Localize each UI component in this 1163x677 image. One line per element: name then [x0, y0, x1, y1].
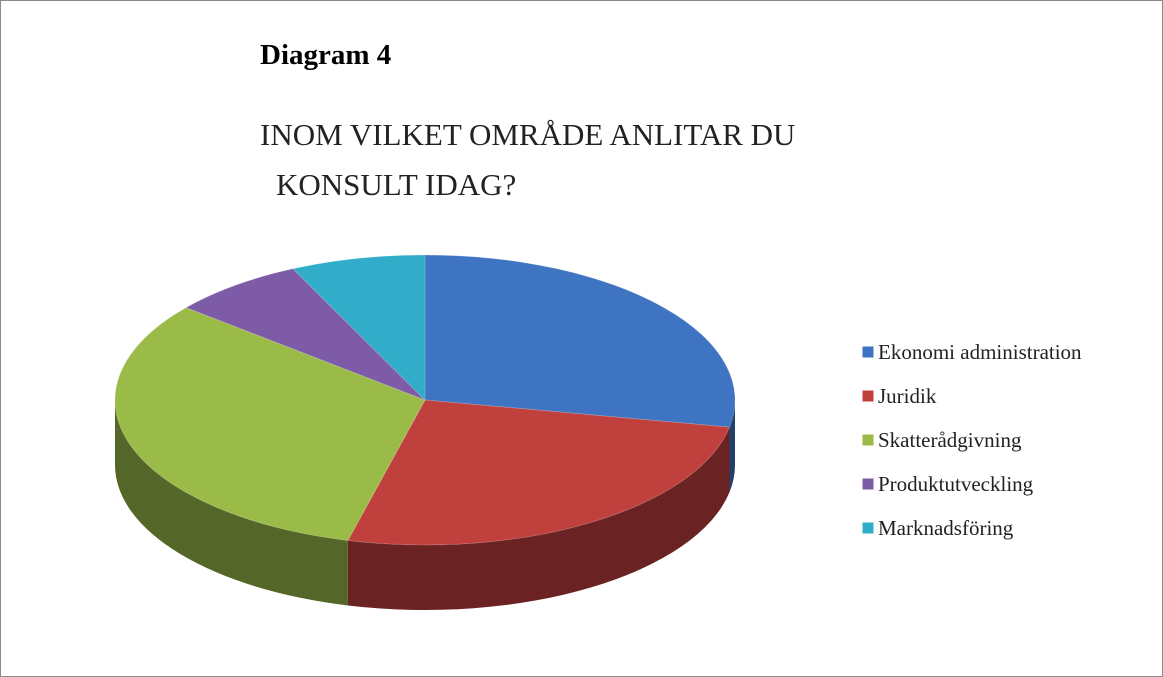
legend-label: Ekonomi administration — [878, 340, 1082, 364]
legend-swatch — [861, 521, 875, 535]
slice-side — [729, 400, 735, 493]
legend-swatch — [861, 477, 875, 491]
slice — [114, 307, 426, 541]
legend-label: Produktutveckling — [878, 472, 1034, 496]
legend-label: Marknadsföring — [878, 516, 1014, 540]
chart-title: INOM VILKET OMRÅDE ANLITAR DU — [260, 117, 795, 152]
chart-title: KONSULT IDAG? — [276, 167, 516, 202]
slice — [347, 399, 731, 546]
slice-side — [115, 400, 348, 606]
slice — [184, 268, 426, 401]
slice — [424, 254, 736, 428]
legend-label: Skatterådgivning — [878, 428, 1022, 452]
legend-swatch — [861, 389, 875, 403]
legend-swatch — [861, 433, 875, 447]
legend-label: Juridik — [878, 384, 937, 408]
legend-swatch — [861, 345, 875, 359]
heading: Diagram 4 — [260, 39, 391, 71]
slice — [292, 254, 426, 402]
slice-side — [347, 427, 730, 610]
